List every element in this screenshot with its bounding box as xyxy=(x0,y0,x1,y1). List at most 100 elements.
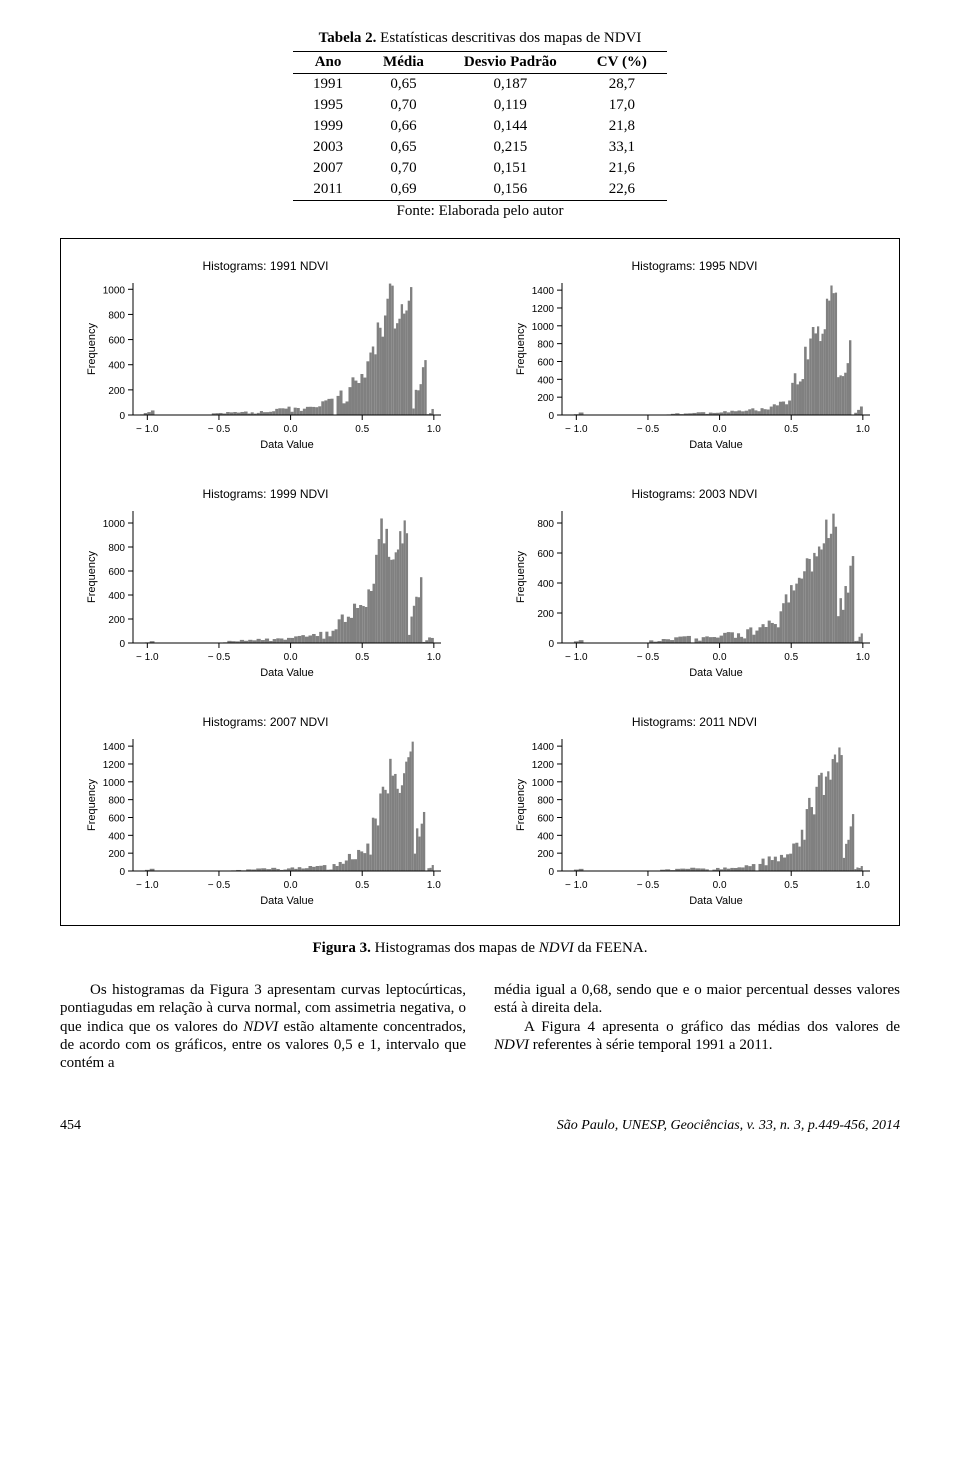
svg-text:Frequency: Frequency xyxy=(515,551,527,603)
svg-text:0.5: 0.5 xyxy=(355,424,369,435)
table-cell: 17,0 xyxy=(577,95,667,116)
svg-text:0: 0 xyxy=(119,411,125,422)
chart-title: Histograms: 1991 NDVI xyxy=(202,259,328,273)
table-row: 19950,700,11917,0 xyxy=(293,95,667,116)
svg-text:− 0.5: − 0.5 xyxy=(207,652,230,663)
svg-text:0.0: 0.0 xyxy=(712,880,726,891)
histogram-cell: Histograms: 1995 NDVI0200400600800100012… xyxy=(504,259,885,455)
table-cell: 2011 xyxy=(293,179,363,201)
svg-text:400: 400 xyxy=(108,831,125,842)
svg-text:0.0: 0.0 xyxy=(712,652,726,663)
svg-text:Data Value: Data Value xyxy=(689,439,743,451)
svg-text:− 1.0: − 1.0 xyxy=(565,652,588,663)
table-row: 19990,660,14421,8 xyxy=(293,116,667,137)
left-column: Os histogramas da Figura 3 apresentam cu… xyxy=(60,981,466,1072)
svg-text:0: 0 xyxy=(119,867,125,878)
figure-caption-label: Figura 3. xyxy=(313,940,371,956)
svg-text:0: 0 xyxy=(119,639,125,650)
histogram-svg: 0200400600800100012001400− 1.0− 0.50.00.… xyxy=(510,731,880,911)
histogram-cell: Histograms: 2011 NDVI0200400600800100012… xyxy=(504,715,885,911)
histogram-svg: 0200400600800100012001400− 1.0− 0.50.00.… xyxy=(510,275,880,455)
svg-text:Data Value: Data Value xyxy=(689,667,743,679)
svg-text:800: 800 xyxy=(537,340,554,351)
histogram-grid: Histograms: 1991 NDVI 0 200 400 600 800 1000 − … xyxy=(60,238,900,926)
svg-text:0.0: 0.0 xyxy=(283,652,297,663)
svg-text:1400: 1400 xyxy=(531,742,554,753)
svg-text:1000: 1000 xyxy=(531,778,554,789)
table-cell: 1995 xyxy=(293,95,363,116)
page-footer: 454 São Paulo, UNESP, Geociências, v. 33… xyxy=(60,1118,900,1134)
svg-text:Frequency: Frequency xyxy=(86,779,98,831)
table-caption-text: Estatísticas descritivas dos mapas de ND… xyxy=(376,30,641,46)
svg-text:200: 200 xyxy=(537,849,554,860)
svg-text:600: 600 xyxy=(108,336,125,347)
chart-title: Histograms: 2003 NDVI xyxy=(631,487,757,501)
svg-text:0: 0 xyxy=(548,639,554,650)
svg-text:800: 800 xyxy=(108,543,125,554)
svg-text:0.0: 0.0 xyxy=(283,424,297,435)
svg-text:− 0.5: − 0.5 xyxy=(636,880,659,891)
histogram-svg: 02004006008001000− 1.0− 0.50.00.51.0Freq… xyxy=(81,275,451,455)
para-right-1: média igual a 0,68, sendo que e o maior … xyxy=(494,982,900,1016)
figure-caption-after: da FEENA. xyxy=(574,940,648,956)
svg-text:− 0.5: − 0.5 xyxy=(636,652,659,663)
svg-text:200: 200 xyxy=(537,609,554,620)
table-cell: 0,66 xyxy=(363,116,444,137)
svg-text:800: 800 xyxy=(108,310,125,321)
table-cell: 1991 xyxy=(293,74,363,96)
svg-text:1.0: 1.0 xyxy=(426,880,440,891)
svg-text:1.0: 1.0 xyxy=(855,652,869,663)
svg-text:800: 800 xyxy=(537,796,554,807)
svg-text:0.5: 0.5 xyxy=(355,880,369,891)
para-right-2b: referentes à série temporal 1991 a 2011. xyxy=(529,1037,773,1053)
svg-text:Data Value: Data Value xyxy=(689,895,743,907)
table-cell: 0,144 xyxy=(444,116,577,137)
table-row: 20030,650,21533,1 xyxy=(293,137,667,158)
table-row: 20110,690,15622,6 xyxy=(293,179,667,201)
svg-text:600: 600 xyxy=(537,357,554,368)
svg-text:− 1.0: − 1.0 xyxy=(136,880,159,891)
table-caption: Tabela 2. Estatísticas descritivas dos m… xyxy=(230,30,730,47)
table-row: 20070,700,15121,6 xyxy=(293,158,667,179)
figure-caption: Figura 3. Histogramas dos mapas de NDVI … xyxy=(60,940,900,957)
table-cell: 21,8 xyxy=(577,116,667,137)
svg-text:400: 400 xyxy=(108,591,125,602)
chart-title: Histograms: 1999 NDVI xyxy=(202,487,328,501)
svg-text:1200: 1200 xyxy=(102,760,125,771)
svg-text:Data Value: Data Value xyxy=(260,895,314,907)
svg-text:− 0.5: − 0.5 xyxy=(636,424,659,435)
svg-text:800: 800 xyxy=(108,796,125,807)
table-cell: 28,7 xyxy=(577,74,667,96)
table-cell: 0,187 xyxy=(444,74,577,96)
svg-text:Frequency: Frequency xyxy=(86,551,98,603)
svg-text:800: 800 xyxy=(537,519,554,530)
table-cell: 0,70 xyxy=(363,95,444,116)
svg-text:600: 600 xyxy=(108,813,125,824)
table-caption-label: Tabela 2. xyxy=(319,30,377,46)
histogram-cell: Histograms: 1999 NDVI02004006008001000− … xyxy=(75,487,456,683)
table-header-cell: Desvio Padrão xyxy=(444,52,577,74)
table-cell: 0,69 xyxy=(363,179,444,201)
right-column: média igual a 0,68, sendo que e o maior … xyxy=(494,981,900,1072)
histogram-cell: Histograms: 2003 NDVI0200400600800− 1.0−… xyxy=(504,487,885,683)
stats-table-block: Tabela 2. Estatísticas descritivas dos m… xyxy=(230,30,730,220)
svg-text:1000: 1000 xyxy=(102,778,125,789)
table-cell: 2007 xyxy=(293,158,363,179)
svg-text:1000: 1000 xyxy=(531,322,554,333)
table-cell: 1999 xyxy=(293,116,363,137)
svg-text:Frequency: Frequency xyxy=(86,323,98,375)
chart-title: Histograms: 2007 NDVI xyxy=(202,715,328,729)
svg-text:200: 200 xyxy=(108,849,125,860)
svg-text:1.0: 1.0 xyxy=(426,424,440,435)
table-source: Fonte: Elaborada pelo autor xyxy=(230,203,730,220)
svg-text:1200: 1200 xyxy=(531,760,554,771)
svg-text:Data Value: Data Value xyxy=(260,439,314,451)
page-number: 454 xyxy=(60,1118,81,1134)
svg-text:− 1.0: − 1.0 xyxy=(565,880,588,891)
svg-text:1000: 1000 xyxy=(102,285,125,296)
table-cell: 0,70 xyxy=(363,158,444,179)
figure-caption-before: Histogramas dos mapas de xyxy=(371,940,539,956)
table-cell: 2003 xyxy=(293,137,363,158)
para-right-2a: A Figura 4 apresenta o gráfico das média… xyxy=(524,1019,900,1035)
svg-text:1200: 1200 xyxy=(531,304,554,315)
